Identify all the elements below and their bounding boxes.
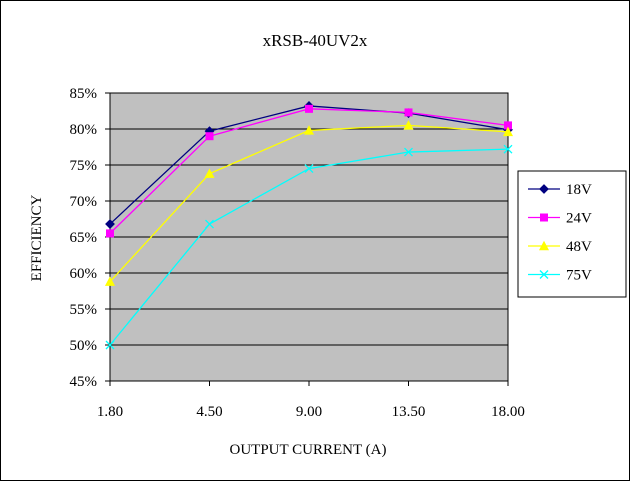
x-tick-label: 4.50: [196, 404, 222, 420]
data-point-18V: [105, 219, 115, 229]
x-tick-label: 1.80: [97, 404, 123, 420]
legend-marker: [540, 213, 548, 222]
y-tick-label: 70%: [70, 194, 98, 210]
x-axis-label: OUTPUT CURRENT (A): [230, 442, 387, 458]
legend-marker: [539, 184, 549, 194]
data-point-24V: [205, 132, 214, 141]
data-point-24V: [305, 104, 313, 113]
y-tick-label: 55%: [70, 302, 98, 318]
data-point-48V: [502, 126, 514, 137]
data-point-24V: [404, 108, 413, 117]
legend-entry: 18V: [566, 182, 592, 198]
legend: 18V 24V 48V 75V: [517, 170, 627, 298]
data-point-24V: [106, 229, 114, 238]
y-tick-label: 80%: [70, 122, 98, 138]
legend-entry: 48V: [566, 239, 592, 255]
y-tick-label: 45%: [70, 374, 98, 390]
data-point-75V: [503, 144, 513, 154]
legend-marker: [539, 270, 549, 279]
y-tick-label: 85%: [70, 86, 98, 102]
x-tick-label: 9.00: [296, 404, 322, 420]
legend-entry: 75V: [566, 268, 592, 284]
data-point-75V: [205, 219, 214, 229]
data-point-75V: [304, 164, 314, 174]
data-point-48V: [303, 125, 315, 135]
plot-area: 45% 50% 55% 60% 65% 70% 75% 80% 85% 1.80 4.50 9.00 1…: [70, 86, 525, 420]
y-tick-label: 60%: [70, 266, 98, 282]
data-point-48V: [104, 276, 116, 286]
legend-box: [517, 170, 627, 298]
x-tick-label: 13.50: [392, 404, 426, 420]
y-tick-label: 65%: [70, 230, 98, 246]
data-point-75V: [404, 147, 413, 157]
y-axis-label: EFFICIENCY: [29, 195, 45, 282]
y-tick-label: 50%: [70, 338, 98, 354]
legend-entry: 24V: [566, 211, 592, 227]
chart-title: xRSB-40UV2x: [263, 31, 368, 50]
data-point-48V: [403, 120, 414, 130]
legend-marker: [538, 240, 550, 251]
y-tick-label: 75%: [70, 158, 98, 174]
data-point-48V: [204, 168, 215, 178]
data-point-75V: [105, 340, 115, 350]
x-tick-label: 18.00: [491, 404, 525, 420]
